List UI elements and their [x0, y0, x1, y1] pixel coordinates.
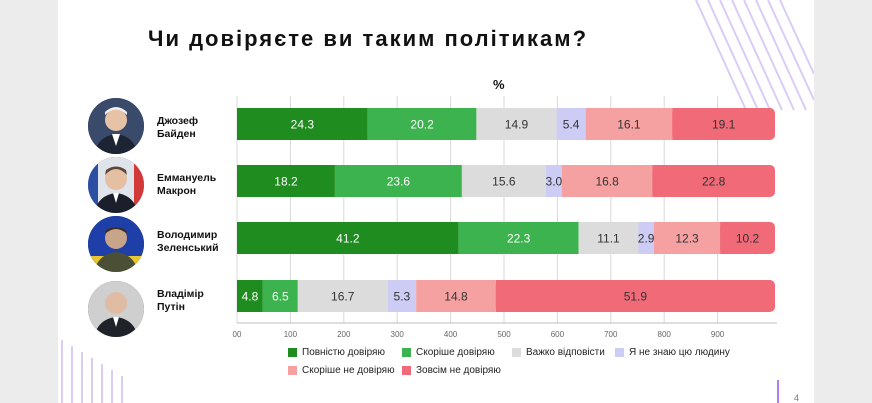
- bar-putin-rather-not-trust: [416, 280, 496, 312]
- bar-putin-not-trust-at-all: [495, 280, 775, 312]
- bar-macron-fully-trust: [237, 165, 335, 197]
- bar-macron-not-trust-at-all: [652, 165, 775, 197]
- data-label-biden-not-trust-at-all: 19.1: [712, 118, 736, 132]
- legend-swatch-rather-not-trust: [288, 366, 297, 375]
- data-label-zelensky-rather-not-trust: 12.3: [675, 232, 699, 246]
- accent-bar: [777, 380, 779, 403]
- legend-label-not-trust-at-all: Зовсім не довіряю: [416, 365, 501, 376]
- data-label-zelensky-fully-trust: 41.2: [336, 232, 360, 246]
- avatar-putin: [88, 281, 144, 337]
- bar-macron-not-trust-at-all-edge: [652, 165, 659, 197]
- data-label-putin-rather-not-trust: 14.8: [444, 290, 468, 304]
- name-macron: Еммануель Макрон: [157, 172, 217, 197]
- data-label-macron-rather-trust: 23.6: [387, 175, 411, 189]
- bar-putin-not-trust-at-all-edge: [495, 280, 502, 312]
- data-label-biden-dont-know: 5.4: [563, 118, 580, 132]
- bar-putin-rather-trust: [262, 280, 298, 312]
- x-tick-label: 400: [444, 330, 458, 339]
- bar-biden-fully-trust: [237, 108, 368, 140]
- data-label-putin-fully-trust: 4.8: [242, 290, 259, 304]
- x-tick-label: 700: [604, 330, 618, 339]
- x-tick-label: 100: [284, 330, 298, 339]
- data-label-zelensky-hard-to-say: 11.1: [597, 232, 620, 246]
- legend-label-dont-know: Я не знаю цю людину: [629, 347, 730, 358]
- data-label-macron-fully-trust: 18.2: [274, 175, 298, 189]
- x-tick-label: 00: [233, 330, 242, 339]
- data-label-zelensky-not-trust-at-all: 10.2: [736, 232, 760, 246]
- data-label-biden-rather-not-trust: 16.1: [617, 118, 641, 132]
- legend-swatch-rather-trust: [402, 348, 411, 357]
- chart-title: Чи довіряєте ви таким політикам?: [148, 26, 589, 51]
- legend-item-rather-trust: Скоріше довіряю: [402, 347, 495, 358]
- bar-putin-dont-know: [387, 280, 417, 312]
- data-label-biden-hard-to-say: 14.9: [505, 118, 529, 132]
- bar-biden-hard-to-say: [476, 108, 557, 140]
- x-tick-label: 300: [391, 330, 405, 339]
- bar-biden-rather-not-trust: [585, 108, 673, 140]
- x-tick-label: 800: [658, 330, 672, 339]
- data-label-putin-hard-to-say: 16.7: [331, 290, 355, 304]
- name-putin: Владімір Путін: [157, 288, 204, 313]
- legend-swatch-dont-know: [615, 348, 624, 357]
- bar-macron-dont-know: [545, 165, 562, 197]
- legend-item-not-trust-at-all: Зовсім не довіряю: [402, 365, 501, 376]
- data-label-macron-dont-know: 3.0: [546, 175, 563, 189]
- avatar-biden: [88, 98, 144, 154]
- decorative-lines-top-right: [695, 0, 814, 111]
- legend-item-dont-know: Я не знаю цю людину: [615, 347, 730, 358]
- bar-zelensky-not-trust-at-all-edge: [720, 222, 727, 254]
- page-number: 4: [794, 393, 800, 403]
- x-tick-label: 500: [497, 330, 511, 339]
- bar-zelensky-dont-know: [638, 222, 654, 254]
- data-label-macron-rather-not-trust: 16.8: [595, 175, 619, 189]
- data-label-macron-hard-to-say: 15.6: [492, 175, 516, 189]
- bar-zelensky-hard-to-say: [578, 222, 639, 254]
- data-label-biden-fully-trust: 24.3: [291, 118, 315, 132]
- legend-swatch-hard-to-say: [512, 348, 521, 357]
- unit-label: %: [493, 77, 505, 92]
- avatar-zelensky: [88, 216, 144, 272]
- bar-putin-fully-trust: [237, 280, 263, 312]
- bar-biden-rather-trust: [367, 108, 477, 140]
- legend-label-rather-trust: Скоріше довіряю: [416, 347, 495, 358]
- legend-label-fully-trust: Повністю довіряю: [302, 347, 385, 358]
- name-biden: Джозеф Байден: [157, 115, 199, 140]
- bar-zelensky-rather-not-trust: [653, 222, 721, 254]
- bar-zelensky-fully-trust: [237, 222, 459, 254]
- legend-label-rather-not-trust: Скоріше не довіряю: [302, 365, 395, 376]
- bar-biden-not-trust-at-all: [672, 108, 775, 140]
- data-label-macron-not-trust-at-all: 22.8: [702, 175, 726, 189]
- x-tick-label: 900: [711, 330, 725, 339]
- legend-item-hard-to-say: Важко відповісти: [512, 347, 605, 358]
- legend-item-rather-not-trust: Скоріше не довіряю: [288, 365, 395, 376]
- legend-swatch-not-trust-at-all: [402, 366, 411, 375]
- x-tick-label: 200: [337, 330, 351, 339]
- data-label-biden-rather-trust: 20.2: [410, 118, 434, 132]
- slide: [58, 0, 814, 403]
- data-label-putin-dont-know: 5.3: [394, 290, 411, 304]
- data-label-putin-rather-trust: 6.5: [272, 290, 289, 304]
- data-label-putin-not-trust-at-all: 51.9: [624, 290, 648, 304]
- bar-macron-rather-trust: [334, 165, 462, 197]
- name-zelensky: Володимир Зеленський: [157, 229, 219, 254]
- bar-macron-hard-to-say: [461, 165, 546, 197]
- x-tick-label: 600: [551, 330, 565, 339]
- data-label-zelensky-dont-know: 2.9: [638, 232, 655, 246]
- avatar-macron: [88, 157, 144, 213]
- legend-item-fully-trust: Повністю довіряю: [288, 347, 385, 358]
- data-label-zelensky-rather-trust: 22.3: [507, 232, 531, 246]
- bar-biden-not-trust-at-all-edge: [672, 108, 679, 140]
- bar-putin-hard-to-say: [297, 280, 388, 312]
- bar-biden-dont-know: [556, 108, 586, 140]
- bar-zelensky-not-trust-at-all: [720, 222, 775, 254]
- bar-macron-rather-not-trust: [561, 165, 653, 197]
- legend-label-hard-to-say: Важко відповісти: [526, 347, 605, 358]
- bar-zelensky-rather-trust: [458, 222, 579, 254]
- legend-swatch-fully-trust: [288, 348, 297, 357]
- decorative-lines-bottom-left: [61, 340, 123, 403]
